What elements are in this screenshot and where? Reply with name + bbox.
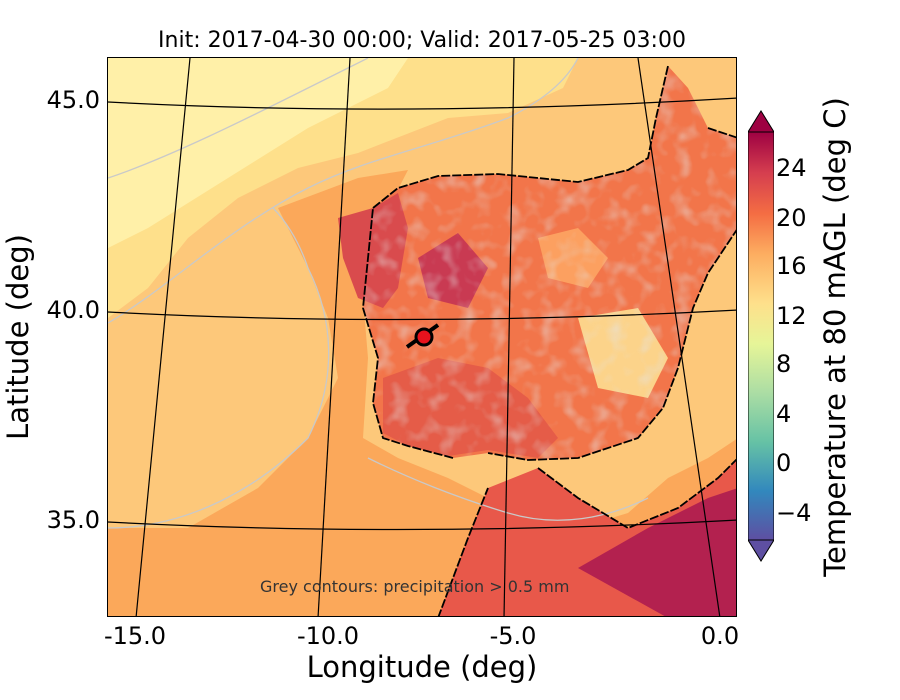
colorbar-tick-label: 0: [776, 449, 792, 477]
colorbar-tick-label: 24: [776, 154, 807, 182]
colorbar: [748, 110, 774, 562]
coastline: [362, 65, 736, 461]
precipitation-note: Grey contours: precipitation > 0.5 mm: [260, 577, 570, 596]
chart-title: Init: 2017-04-30 00:00; Valid: 2017-05-2…: [158, 28, 686, 53]
africa-coastline: [437, 458, 736, 616]
map-panel[interactable]: [107, 57, 737, 617]
temperature-map: [108, 58, 736, 616]
y-axis-label: Latitude (deg): [1, 234, 35, 440]
colorbar-extend-min: [748, 539, 774, 562]
x-tick-label: -10.0: [296, 622, 360, 650]
colorbar-label: Temperature at 80 mAGL (deg C): [818, 97, 852, 577]
x-tick-label: -15.0: [103, 622, 167, 650]
x-axis-label: Longitude (deg): [306, 650, 538, 684]
y-tick-label: 35.0: [46, 506, 100, 534]
colorbar-tick-label: 12: [776, 302, 807, 330]
colorbar-tick-label: 20: [776, 204, 807, 232]
x-tick-label: -5.0: [489, 622, 537, 650]
colorbar-tick-label: 8: [776, 350, 792, 378]
colorbar-extend-max: [748, 110, 774, 133]
warm-zone: [108, 170, 736, 616]
y-tick-label: 40.0: [46, 296, 100, 324]
temperature-contours: [108, 58, 649, 529]
colorbar-tick-label: 16: [776, 252, 807, 280]
colorbar-tick-label: 4: [776, 400, 792, 428]
x-tick-label: 0.0: [700, 622, 740, 650]
graticule: [108, 58, 736, 616]
y-tick-label: 45.0: [46, 86, 100, 114]
colorbar-gradient: [748, 131, 774, 541]
location-marker: [414, 327, 434, 347]
colorbar-tick-label: −4: [776, 499, 812, 527]
africa-hot-zone: [578, 488, 736, 616]
